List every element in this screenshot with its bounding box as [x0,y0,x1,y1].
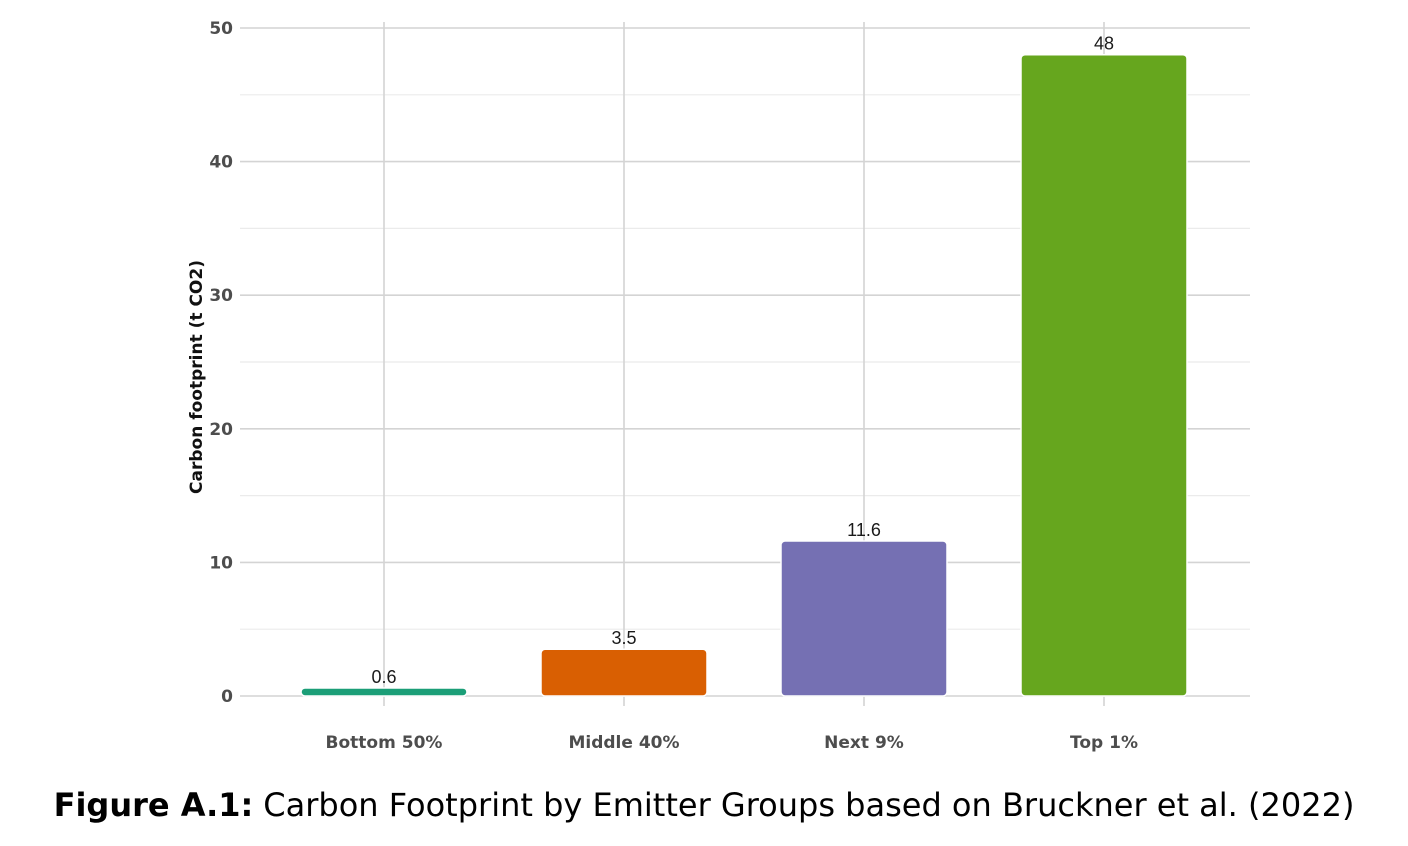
y-tick-label: 50 [209,19,233,39]
y-tick-label: 20 [209,420,233,440]
bar [540,648,708,697]
bars [300,53,1188,697]
x-tick-label: Bottom 50% [326,733,443,753]
x-tick-label: Top 1% [1070,733,1138,753]
x-tick-label: Next 9% [824,733,904,753]
labels: 0 10 20 30 40 50 0.6 Bottom 50% 3.5 Middle 40% 11.… [209,19,1138,753]
bar-value-label: 0.6 [371,667,396,687]
x-tick-label: Middle 40% [568,733,679,753]
bar [780,540,948,697]
bar-value-label: 3.5 [611,628,636,648]
y-tick-label: 10 [209,553,233,573]
figure-caption-label: Figure A.1: [53,786,254,824]
bar [300,687,468,697]
figure-caption: Figure A.1: Carbon Footprint by Emitter G… [0,786,1408,824]
bar-value-label: 11.6 [847,520,881,540]
y-tick-label: 0 [221,687,233,707]
bar-value-label: 48 [1094,34,1114,54]
y-tick-label: 30 [209,286,233,306]
bar-chart: 0 10 20 30 40 50 0.6 Bottom 50% 3.5 Middle 40% 11.… [187,19,1250,753]
y-axis-title: Carbon footprint (t CO2) [187,260,207,494]
bar [1020,53,1188,697]
figure-caption-text: Carbon Footprint by Emitter Groups based… [263,786,1355,824]
y-tick-label: 40 [209,153,233,173]
